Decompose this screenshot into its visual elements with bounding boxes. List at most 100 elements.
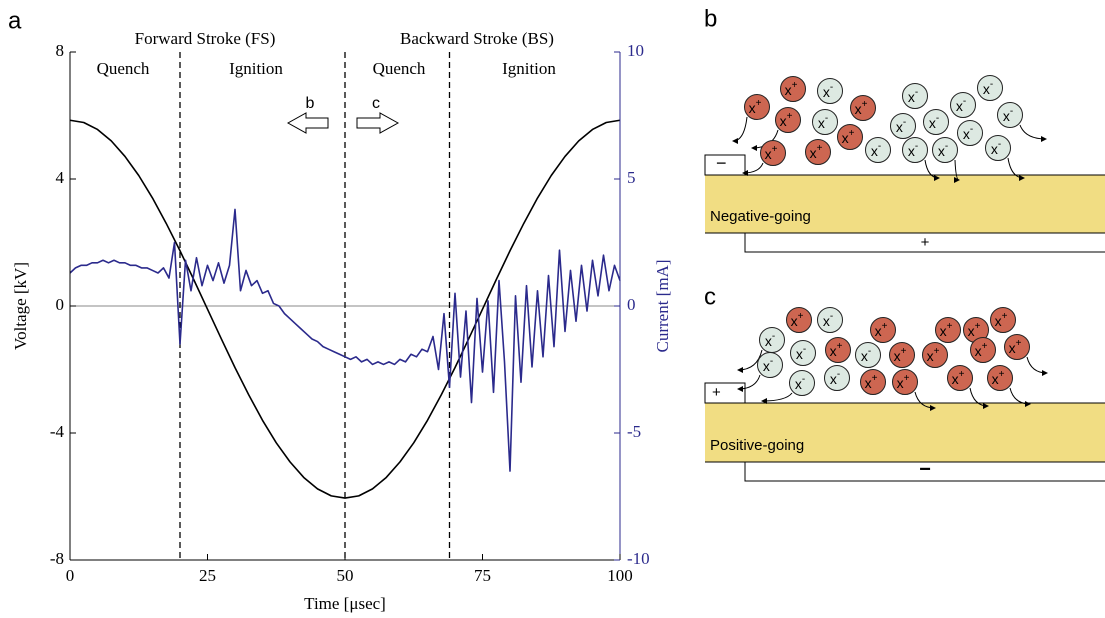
ion-label: x-	[861, 346, 871, 364]
ion-charge: +	[901, 346, 907, 357]
ion-symbol: x	[956, 98, 963, 114]
ion-symbol: x	[940, 323, 947, 339]
x-tick-label: 0	[66, 566, 75, 585]
ion-charge: -	[998, 139, 1001, 150]
ion-charge: -	[915, 141, 918, 152]
ion-label: x+	[810, 143, 823, 161]
ion-arrow	[737, 349, 763, 373]
x-tick-label: 50	[337, 566, 354, 585]
ion-label: x+	[897, 373, 910, 391]
y2-tick-label: 10	[627, 41, 644, 60]
x-tick-label: 25	[199, 566, 216, 585]
ion-label: x+	[842, 128, 855, 146]
ion-charge: -	[830, 82, 833, 93]
ion-charge: -	[825, 113, 828, 124]
ion-symbol: x	[871, 143, 878, 159]
ion-charge: +	[837, 341, 843, 352]
y-tick-label: 4	[56, 168, 65, 187]
plate-label: Negative-going	[710, 208, 811, 225]
ion-symbol: x	[830, 371, 837, 387]
electrode-sign: +	[921, 234, 930, 251]
anion	[757, 352, 783, 378]
ion-symbol: x	[818, 115, 825, 131]
ion-symbol: x	[823, 313, 830, 329]
ion-charge: +	[862, 99, 868, 110]
ion-arrow	[1007, 157, 1025, 181]
ion-symbol: x	[929, 115, 936, 131]
ion-symbol: x	[875, 323, 882, 339]
ion-symbol: x	[780, 113, 787, 129]
anion	[865, 137, 891, 163]
y2-tick-label: -10	[627, 549, 650, 568]
ion-arrow	[924, 159, 940, 181]
ion-symbol: x	[791, 313, 798, 329]
y2-tick-label: 0	[627, 295, 636, 314]
ion-symbol: x	[975, 343, 982, 359]
anion	[817, 307, 843, 333]
ion-label: x+	[968, 321, 981, 339]
ion-label: x-	[963, 124, 973, 142]
ion-charge: -	[903, 117, 906, 128]
diagrams: b − Negative-going + c + Positive-going …	[704, 5, 1105, 482]
ion-label: x+	[875, 321, 888, 339]
electrode	[744, 233, 1105, 253]
ion-symbol: x	[963, 126, 970, 142]
ion-symbol: x	[842, 130, 849, 146]
ion-label: x-	[938, 141, 948, 159]
direction-label: b	[306, 95, 315, 112]
arrow-right	[356, 112, 400, 134]
panel-label: a	[8, 7, 22, 34]
y2-tick-label: -5	[627, 422, 641, 441]
y2-tick-label: 5	[627, 168, 636, 187]
ion-charge: +	[904, 373, 910, 384]
ion-charge: +	[1016, 338, 1022, 349]
ion-charge: +	[975, 321, 981, 332]
series-line	[69, 119, 621, 499]
ion-label: x+	[791, 311, 804, 329]
ion-charge: +	[772, 144, 778, 155]
electrode	[744, 462, 1105, 482]
ion-charge: -	[868, 346, 871, 357]
ion-label: x-	[956, 96, 966, 114]
ion-arrow	[953, 159, 960, 183]
anion	[817, 78, 843, 104]
ion-symbol: x	[992, 371, 999, 387]
cation	[947, 365, 973, 391]
phase-label: Ignition	[502, 59, 556, 78]
y-tick-label: -4	[50, 422, 65, 441]
anion	[923, 109, 949, 135]
phase-label: Quench	[97, 59, 150, 78]
anion	[790, 340, 816, 366]
anion	[932, 137, 958, 163]
ion-charge: +	[787, 111, 793, 122]
anion	[812, 109, 838, 135]
anion	[977, 75, 1003, 101]
ion-arrow	[1019, 124, 1047, 142]
ion-arrow	[761, 392, 793, 404]
ion-symbol: x	[765, 146, 772, 162]
direction-label: c	[372, 95, 380, 112]
cation	[970, 337, 996, 363]
ion-symbol: x	[995, 313, 1002, 329]
ion-label: x-	[763, 356, 773, 374]
ion-charge: +	[947, 321, 953, 332]
ion-arrow	[914, 391, 936, 411]
ion-symbol: x	[861, 348, 868, 364]
ion-symbol: x	[968, 323, 975, 339]
cation	[837, 124, 863, 150]
cation	[744, 94, 770, 120]
ion-label: x+	[780, 111, 793, 129]
ion-label: x+	[927, 346, 940, 364]
electrode-sign: +	[712, 384, 721, 401]
anion	[890, 113, 916, 139]
ion-label: x-	[795, 374, 805, 392]
ion-symbol: x	[952, 371, 959, 387]
electrode	[704, 382, 746, 404]
ion-label: x-	[796, 344, 806, 362]
arrow-left	[286, 112, 329, 134]
ion-charge: -	[963, 96, 966, 107]
ion-label: x-	[871, 141, 881, 159]
ion-label: x+	[992, 369, 1005, 387]
ion-label: x+	[894, 346, 907, 364]
cation	[860, 369, 886, 395]
